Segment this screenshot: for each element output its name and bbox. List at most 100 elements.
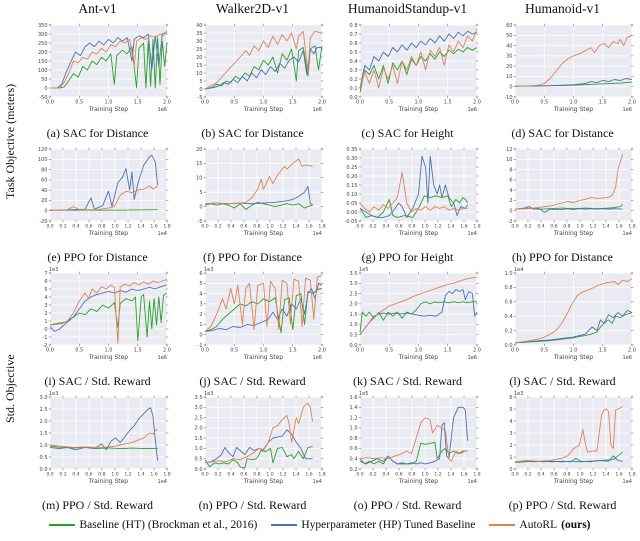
svg-text:10: 10: [506, 74, 512, 80]
svg-text:3.5: 3.5: [349, 271, 357, 277]
svg-text:0.0: 0.0: [356, 348, 364, 354]
chart-canvas-c: 0.8 0.7 0.6 0.5 0.4 0.3 0.2 0.1 0.00.0 0.5 1.0 1.5 2…: [349, 23, 480, 113]
svg-text:3: 3: [509, 431, 512, 437]
subplot-d: 60 50 40 30 20 10 0 -10 0.0 0.5 1.0 1.5 2.0 Training …: [485, 17, 640, 141]
subplot-g: 0.35 0.30 0.25 0.20 0.15 0.10 0.05 0.00 -0.05 0.0…: [330, 141, 485, 265]
svg-text:10: 10: [196, 71, 202, 77]
svg-text:2.5: 2.5: [349, 291, 357, 297]
svg-text:Training Step: Training Step: [87, 478, 127, 485]
svg-text:1.0: 1.0: [266, 472, 273, 478]
svg-text:1.0: 1.0: [111, 224, 118, 230]
svg-text:1e5: 1e5: [359, 391, 368, 397]
svg-text:0.10: 0.10: [346, 192, 357, 198]
svg-text:-2: -2: [507, 219, 512, 225]
chart-canvas-b: 40 35 30 25 20 15 10 5 0 -50.0 0.5 1.0 1.5 2.0 Trainin…: [196, 23, 326, 113]
svg-text:3.0: 3.0: [194, 405, 202, 411]
svg-text:0.6: 0.6: [240, 472, 247, 478]
svg-text:-0.05: -0.05: [344, 219, 357, 225]
chart-caption-k: (k) SAC / Std. Reward: [353, 374, 462, 388]
svg-text:1e6: 1e6: [622, 107, 631, 113]
svg-text:1.4: 1.4: [602, 472, 609, 478]
legend-label-hp-tuned: Hyperparameter (HP) Tuned Baseline: [301, 519, 476, 531]
subplot-a: 350 300 250 200 150 100 50 0 -50 0.0 0.5 1.0 1.5 2.0 T…: [20, 17, 175, 141]
svg-text:1.2: 1.2: [589, 224, 596, 230]
chart-caption-c: (c) SAC for Height: [361, 126, 454, 140]
svg-text:10: 10: [506, 157, 512, 163]
svg-text:0.0: 0.0: [46, 100, 54, 106]
svg-text:1.0: 1.0: [504, 271, 512, 277]
svg-text:2: 2: [509, 198, 512, 204]
svg-text:1.5: 1.5: [133, 100, 141, 106]
subplot-b: 40 35 30 25 20 15 10 5 0 -5 0.0 0.5 1.0 1.5 2.0 Trainin…: [175, 17, 330, 141]
subplot-c: 0.8 0.7 0.6 0.5 0.4 0.3 0.2 0.1 0.0 0.0 0.5 1.0 1.5 2…: [330, 17, 485, 141]
svg-text:0.0: 0.0: [39, 467, 47, 473]
svg-text:1.0: 1.0: [349, 322, 357, 328]
chart-canvas-i: 7 6 5 4 3 2 1 0 -1 -20.0 0.5 1.0 1.5 2.0 Training Step…: [42, 267, 170, 361]
svg-text:Training Step: Training Step: [397, 354, 437, 361]
svg-text:0.0: 0.0: [356, 100, 364, 106]
svg-text:15: 15: [196, 161, 202, 167]
svg-text:1.6: 1.6: [150, 472, 157, 478]
chart-caption-g: (g) PPO for Height: [361, 250, 454, 264]
svg-text:1.0: 1.0: [414, 100, 422, 106]
svg-text:1e5: 1e5: [359, 267, 368, 273]
svg-text:0.0: 0.0: [194, 467, 202, 473]
svg-text:20: 20: [196, 147, 202, 153]
svg-text:3: 3: [199, 302, 202, 308]
svg-text:5: 5: [199, 190, 202, 196]
svg-text:1.0: 1.0: [576, 224, 583, 230]
svg-text:1.2: 1.2: [279, 224, 286, 230]
svg-text:0.4: 0.4: [382, 472, 389, 478]
legend-item-baseline-ht: Baseline (HT) (Brockman et al., 2016): [49, 519, 257, 531]
svg-text:1e4: 1e4: [467, 231, 476, 237]
chart-caption-n: (n) PPO / Std. Reward: [198, 498, 307, 512]
svg-text:0.8: 0.8: [349, 436, 357, 442]
svg-text:2.0: 2.0: [163, 100, 171, 106]
row-label-std-objective: Std. Objective: [2, 354, 17, 424]
svg-text:0.4: 0.4: [537, 224, 544, 230]
svg-text:-50: -50: [39, 95, 47, 101]
svg-text:1e6: 1e6: [157, 107, 166, 113]
svg-text:60: 60: [41, 178, 47, 184]
svg-text:7: 7: [44, 271, 47, 277]
svg-text:0.5: 0.5: [230, 348, 238, 354]
svg-text:0.6: 0.6: [395, 472, 402, 478]
svg-text:1.5: 1.5: [349, 312, 357, 318]
svg-text:1.8: 1.8: [473, 224, 480, 230]
chart-caption-h: (h) PPO for Distance: [512, 250, 613, 264]
svg-text:Training Step: Training Step: [397, 230, 437, 237]
svg-text:0.2: 0.2: [504, 328, 512, 334]
svg-text:1.5: 1.5: [443, 348, 451, 354]
svg-text:Training Step: Training Step: [552, 106, 592, 113]
svg-text:30: 30: [196, 39, 202, 45]
chart-canvas-a: 350 300 250 200 150 100 50 0 -500.0 0.5 1.0 1.5 2.0 T…: [37, 23, 171, 113]
column-title-humanoidstandup-v1: HumanoidStandup-v1: [347, 1, 468, 16]
chart-canvas-g: 0.35 0.30 0.25 0.20 0.15 0.10 0.05 0.00 -0.050.0…: [344, 147, 480, 237]
svg-text:2.0: 2.0: [318, 100, 326, 106]
svg-text:-10: -10: [504, 95, 512, 101]
svg-text:1.4: 1.4: [447, 472, 454, 478]
svg-text:1.5: 1.5: [288, 348, 296, 354]
svg-text:1e3: 1e3: [204, 391, 213, 397]
svg-text:4: 4: [509, 188, 512, 194]
svg-text:12: 12: [506, 147, 512, 153]
svg-text:1.2: 1.2: [124, 224, 131, 230]
svg-text:0.4: 0.4: [504, 314, 512, 320]
svg-text:0.0: 0.0: [46, 224, 53, 230]
svg-text:0.0: 0.0: [511, 348, 519, 354]
svg-text:40: 40: [506, 43, 512, 49]
svg-text:0.8: 0.8: [98, 472, 105, 478]
svg-text:6: 6: [509, 178, 512, 184]
chart-caption-f: (f) PPO for Distance: [203, 250, 302, 264]
svg-text:1.5: 1.5: [194, 436, 202, 442]
svg-text:1.0: 1.0: [569, 348, 577, 354]
svg-text:Training Step: Training Step: [87, 230, 127, 237]
svg-text:1.8: 1.8: [628, 224, 635, 230]
svg-text:0.6: 0.6: [349, 41, 357, 47]
svg-text:0.5: 0.5: [349, 50, 357, 56]
svg-text:1.0: 1.0: [569, 100, 577, 106]
chart-canvas-k: 3.5 3.0 2.5 2.0 1.5 1.0 0.5 0.00.0 0.5 1.0 1.5 2.0 T…: [349, 267, 480, 361]
svg-text:3.0: 3.0: [39, 395, 47, 401]
svg-text:-2: -2: [42, 343, 47, 349]
svg-text:0.0: 0.0: [511, 100, 519, 106]
